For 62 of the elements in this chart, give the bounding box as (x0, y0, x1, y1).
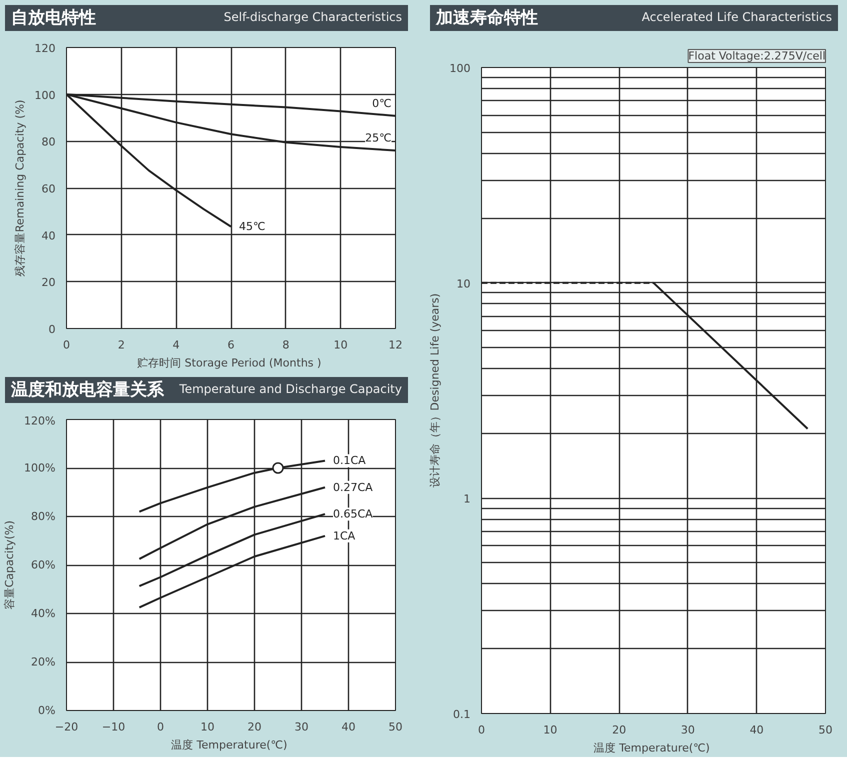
chart-subtitle: Self-discharge Characteristics (224, 9, 402, 26)
series-label: 1CA (333, 529, 356, 542)
y-axis-title: 设计寿命（年）Designed Life (years) (428, 293, 442, 488)
line-series (138, 534, 326, 608)
y-tick-label: 60% (31, 558, 56, 572)
chart-title: 加速寿命特性 (436, 6, 538, 30)
chart-subtitle: Accelerated Life Characteristics (642, 9, 832, 26)
x-axis-title: 温度 Temperature(℃) (171, 738, 288, 752)
y-tick-label: 100 (34, 88, 56, 102)
x-tick-label: 0 (157, 720, 164, 734)
x-tick-label: 10 (543, 724, 558, 736)
y-tick-label: 100 (450, 62, 471, 75)
x-axis-title: 贮存时间 Storage Period (Months ) (137, 356, 322, 370)
x-tick-label: −20 (54, 720, 78, 734)
series-label: 45℃ (239, 220, 266, 234)
chart-title: 自放电特性 (11, 6, 96, 30)
x-tick-label: 20 (248, 720, 262, 734)
chart-title: 温度和放电容量关系 (11, 378, 164, 402)
y-tick-label: 60 (42, 182, 56, 196)
y-tick-label: 0 (48, 323, 56, 336)
y-tick-label: 40 (42, 229, 56, 242)
y-tick-label: 20% (31, 656, 56, 668)
y-tick-label: 80 (42, 136, 56, 149)
y-tick-label: 120% (24, 414, 56, 428)
y-axis-title: 容量Capacity(%) (3, 520, 16, 610)
x-tick-label: 2 (118, 338, 125, 352)
x-tick-label: 30 (680, 724, 695, 736)
x-tick-label: 6 (228, 338, 234, 352)
x-tick-label: −10 (102, 720, 126, 734)
series-label: 0.1CA (333, 454, 366, 468)
line-series (138, 486, 326, 560)
x-tick-label: 0 (478, 724, 485, 736)
series-label: 0℃ (372, 96, 392, 110)
y-tick-label: 20 (42, 276, 56, 290)
x-tick-label: 20 (612, 724, 626, 736)
x-tick-label: 0 (63, 338, 70, 352)
series-label: 0.65CA (333, 508, 374, 521)
x-tick-label: 50 (388, 720, 402, 734)
text: Float Voltage:2.275V/cell (688, 50, 826, 62)
y-tick-label: 40% (31, 607, 56, 620)
y-tick-label: 0% (38, 704, 56, 717)
series-label: 25℃ (365, 132, 392, 145)
line-series (138, 513, 326, 588)
chart-subtitle: Temperature and Discharge Capacity (179, 381, 402, 398)
x-tick-label: 8 (282, 338, 290, 352)
series-label: 0.27CA (333, 480, 374, 494)
y-tick-label: 120 (34, 42, 56, 55)
y-axis-title: 残存容量Remaining Capacity (%) (14, 100, 27, 276)
y-tick-label: 100% (24, 462, 56, 474)
x-tick-label: 40 (342, 720, 356, 734)
x-tick-label: 50 (818, 724, 832, 736)
x-tick-label: 30 (294, 720, 308, 734)
y-tick-label: 0.1 (453, 708, 471, 721)
y-tick-label: 80% (31, 510, 56, 523)
x-tick-label: 12 (388, 338, 402, 352)
y-tick-label: 1 (464, 492, 470, 506)
x-tick-label: 10 (334, 338, 348, 352)
y-tick-label: 10 (456, 277, 471, 290)
x-tick-label: 40 (750, 724, 764, 736)
x-tick-label: 4 (172, 338, 180, 352)
x-tick-label: 10 (200, 720, 214, 734)
x-axis-title: 温度 Temperature(℃) (594, 742, 710, 754)
